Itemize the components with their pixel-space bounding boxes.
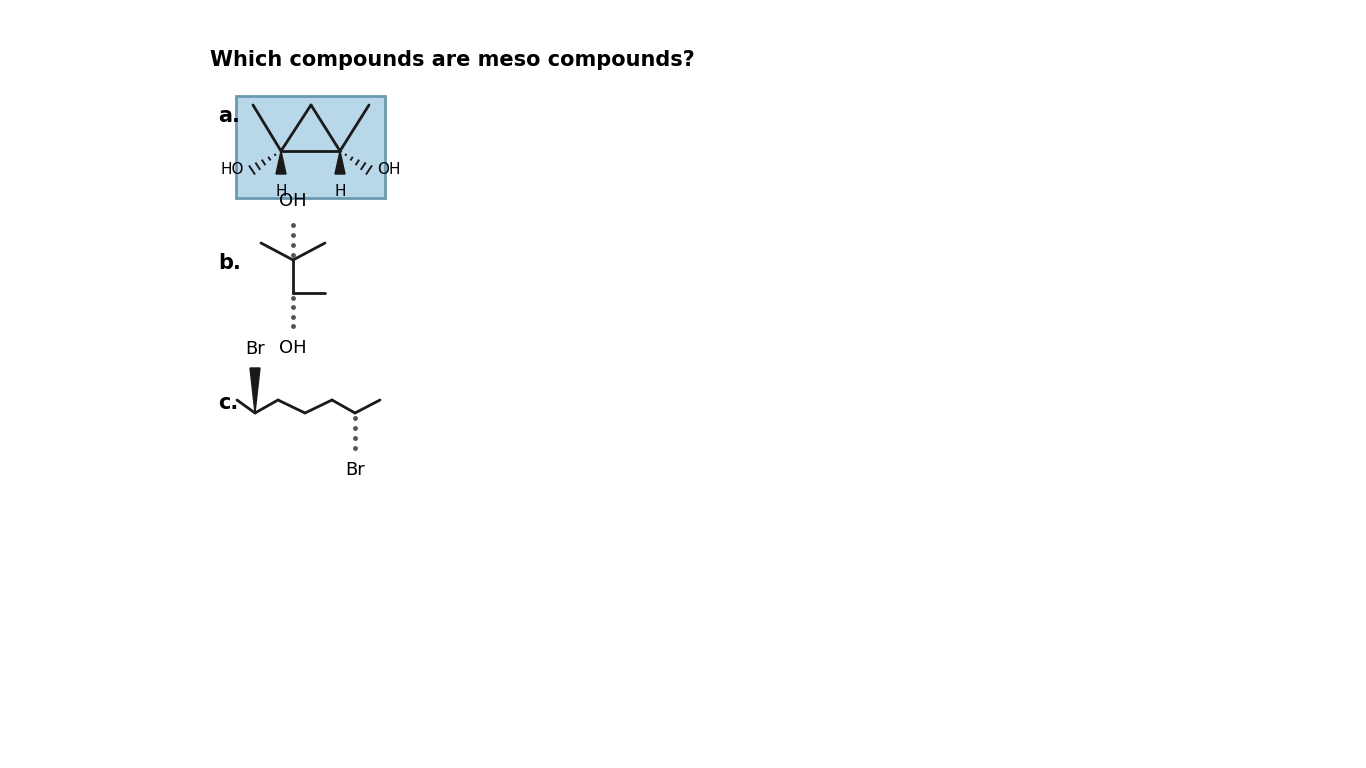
- Text: c.: c.: [219, 393, 238, 413]
- Text: OH: OH: [279, 339, 307, 357]
- Polygon shape: [335, 151, 346, 174]
- Text: Br: Br: [245, 340, 265, 358]
- Text: OH: OH: [279, 192, 307, 210]
- Polygon shape: [276, 151, 285, 174]
- Polygon shape: [250, 368, 260, 413]
- Text: H: H: [335, 184, 346, 199]
- Text: Br: Br: [346, 461, 365, 479]
- Text: H: H: [276, 184, 287, 199]
- Text: HO: HO: [220, 163, 245, 177]
- FancyBboxPatch shape: [236, 96, 385, 198]
- Text: Which compounds are meso compounds?: Which compounds are meso compounds?: [210, 50, 695, 70]
- Text: a.: a.: [219, 106, 240, 126]
- Text: b.: b.: [219, 253, 240, 273]
- Text: OH: OH: [377, 163, 400, 177]
